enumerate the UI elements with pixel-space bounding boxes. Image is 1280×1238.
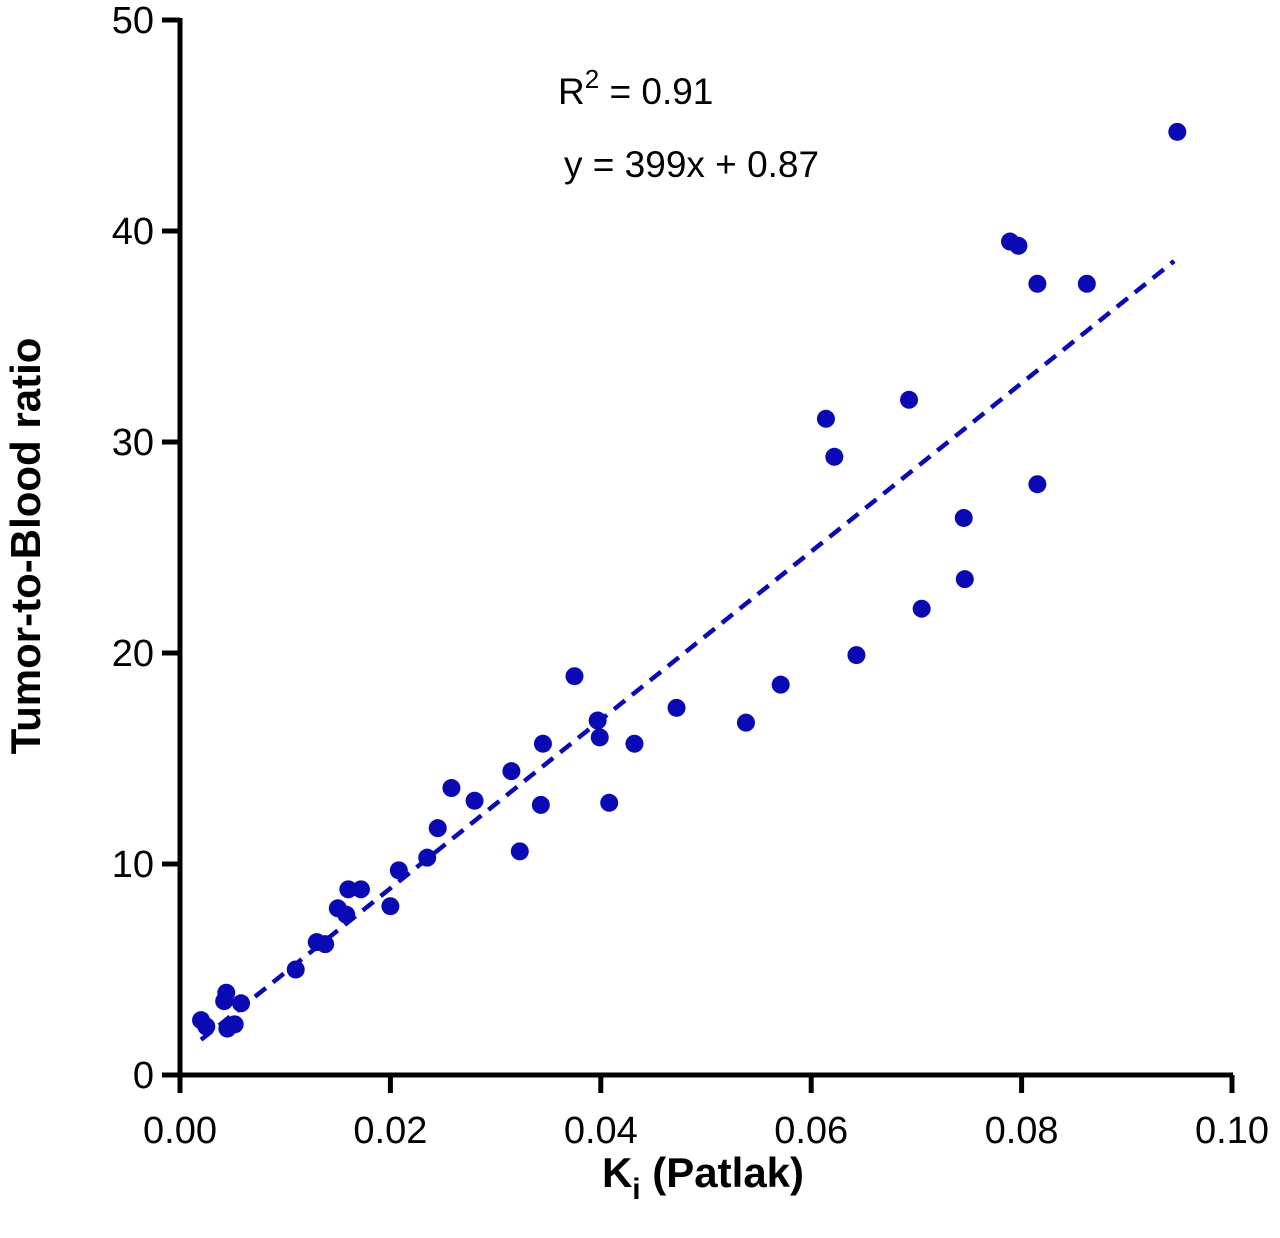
data-point [816,409,835,428]
data-point [1028,274,1047,293]
y-tick-label: 30 [112,422,154,464]
data-point [1077,274,1096,293]
data-point [197,1017,216,1036]
r-squared-value: = 0.91 [599,71,713,112]
data-point [1168,122,1187,141]
data-point [442,779,461,798]
r-squared-prefix: R [558,71,585,112]
data-point [771,675,790,694]
data-point [232,994,251,1013]
data-point [389,861,408,880]
data-point [533,734,552,753]
x-tick-label: 0.08 [985,1110,1059,1152]
r-squared-superscript: 2 [585,64,599,94]
data-point [502,762,521,781]
data-point [588,711,607,730]
y-tick-label: 40 [112,211,154,253]
y-tick-label: 10 [112,844,154,886]
data-point [625,734,644,753]
data-point [1028,475,1047,494]
data-point [736,713,755,732]
data-points-layer [192,122,1187,1038]
regression-equation-annotation: y = 399x + 0.87 [564,144,819,185]
data-point [316,935,335,954]
x-axis-title: Ki (Patlak) [602,1149,804,1206]
data-point [428,819,447,838]
x-axis-title-main: K [602,1149,632,1196]
r-squared-annotation: R2 = 0.91 [558,64,713,112]
data-point [217,983,236,1002]
data-point [955,570,974,589]
x-tick-label: 0.00 [143,1110,217,1152]
data-point [418,848,437,867]
data-point [954,508,973,527]
data-point [351,880,370,899]
data-point [465,791,484,810]
y-tick-label: 20 [112,633,154,675]
x-axis-ticks: 0.00 0.02 0.04 0.06 0.08 0.10 [143,1075,1269,1152]
y-axis-ticks: 0 10 20 30 40 50 [112,0,180,1097]
data-point [510,842,529,861]
data-point [600,793,619,812]
x-axis-title-rest: (Patlak) [641,1149,804,1196]
y-tick-label: 0 [133,1055,154,1097]
data-point [286,960,305,979]
data-point [225,1015,244,1034]
data-point [825,447,844,466]
x-tick-label: 0.04 [564,1110,638,1152]
data-point [847,646,866,665]
data-point [337,905,356,924]
data-point [565,667,584,686]
data-point [339,880,358,899]
regression-fit-line [199,259,1176,1042]
data-point [381,897,400,916]
x-tick-label: 0.06 [774,1110,848,1152]
data-point [1009,236,1028,255]
y-axis-title: Tumor-to-Blood ratio [2,338,49,755]
y-tick-label: 50 [112,0,154,42]
x-tick-label: 0.02 [353,1110,427,1152]
x-axis-title-subscript: i [632,1173,640,1206]
data-point [900,390,919,409]
fit-line-layer [199,259,1176,1042]
data-point [667,698,686,717]
data-point [590,728,609,747]
data-point [531,795,550,814]
data-point [912,599,931,618]
x-tick-label: 0.10 [1195,1110,1269,1152]
